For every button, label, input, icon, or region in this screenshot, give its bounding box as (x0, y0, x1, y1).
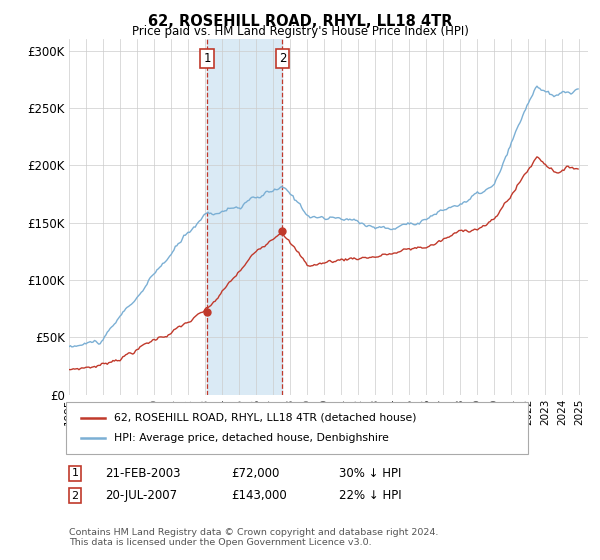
Text: HPI: Average price, detached house, Denbighshire: HPI: Average price, detached house, Denb… (114, 433, 389, 443)
Text: £72,000: £72,000 (231, 466, 280, 480)
Text: 21-FEB-2003: 21-FEB-2003 (105, 466, 181, 480)
Bar (207, 39, 283, 395)
Text: 30% ↓ HPI: 30% ↓ HPI (339, 466, 401, 480)
Text: Contains HM Land Registry data © Crown copyright and database right 2024.
This d: Contains HM Land Registry data © Crown c… (69, 528, 439, 547)
Text: 20-JUL-2007: 20-JUL-2007 (105, 489, 177, 502)
Text: £143,000: £143,000 (231, 489, 287, 502)
Text: 62, ROSEHILL ROAD, RHYL, LL18 4TR (detached house): 62, ROSEHILL ROAD, RHYL, LL18 4TR (detac… (114, 413, 416, 423)
Text: 2: 2 (278, 52, 286, 65)
Text: 22% ↓ HPI: 22% ↓ HPI (339, 489, 401, 502)
Text: Price paid vs. HM Land Registry's House Price Index (HPI): Price paid vs. HM Land Registry's House … (131, 25, 469, 38)
Text: 1: 1 (203, 52, 211, 65)
Text: 1: 1 (71, 468, 79, 478)
Text: 2: 2 (71, 491, 79, 501)
Text: 62, ROSEHILL ROAD, RHYL, LL18 4TR: 62, ROSEHILL ROAD, RHYL, LL18 4TR (148, 14, 452, 29)
